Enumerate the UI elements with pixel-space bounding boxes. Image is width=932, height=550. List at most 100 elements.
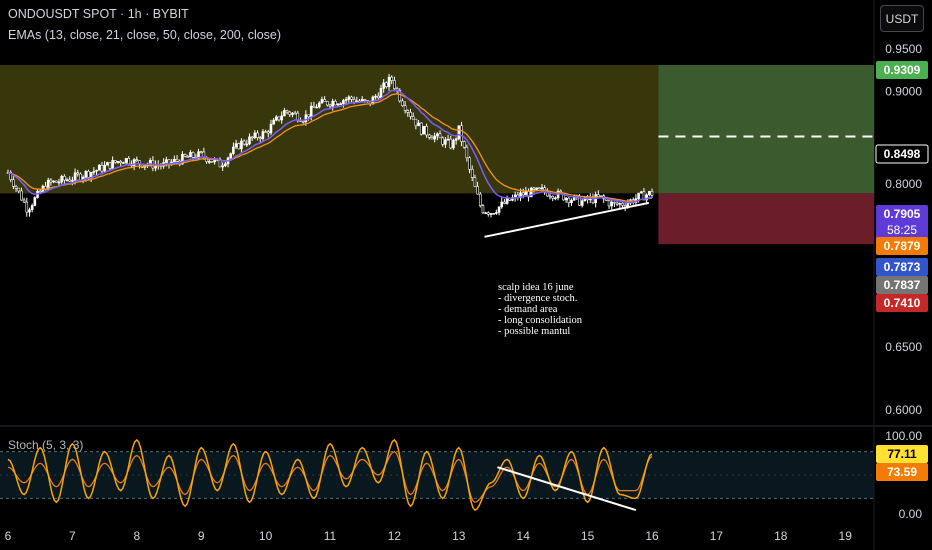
candle-body <box>411 116 415 120</box>
stoch-band <box>0 451 874 499</box>
price-label-box <box>876 237 928 255</box>
candle-body <box>452 139 455 149</box>
candle-body <box>535 187 538 190</box>
candle-body <box>52 180 55 183</box>
countdown-label: 58:25 <box>887 223 917 237</box>
candle-body <box>438 133 442 139</box>
candle-body <box>570 199 573 204</box>
candle-body <box>326 101 329 106</box>
candle-body <box>521 192 525 196</box>
candle-body <box>331 100 334 107</box>
candle-body <box>242 140 246 145</box>
candle-body <box>406 110 410 113</box>
candle-body <box>336 103 340 106</box>
candle-body <box>648 191 651 196</box>
candle-body <box>76 172 80 175</box>
candle-body <box>132 159 136 167</box>
candle-body <box>580 200 584 206</box>
candle-body <box>79 173 82 181</box>
candle-body <box>436 133 439 137</box>
candle-body <box>111 160 114 169</box>
candle-body <box>116 161 120 163</box>
candle-body <box>14 185 18 189</box>
candle-body <box>232 146 235 154</box>
candle-body <box>84 171 88 178</box>
candle-body <box>323 99 326 102</box>
candle-body <box>186 156 190 158</box>
candle-body <box>328 104 332 107</box>
candle-body <box>398 90 402 102</box>
note-line: - demand area <box>498 304 558 315</box>
candle-body <box>28 209 31 213</box>
candle-body <box>89 172 93 178</box>
indicator-legend: EMAs (13, close, 21, close, 50, close, 2… <box>8 28 282 42</box>
candle-body <box>283 110 286 117</box>
currency-button[interactable]: USDT <box>880 5 924 32</box>
candle-body <box>390 76 394 81</box>
x-tick-label: 17 <box>710 529 724 543</box>
x-tick-label: 6 <box>5 529 12 543</box>
candle-body <box>320 99 324 104</box>
candle-body <box>425 125 428 136</box>
candle-body <box>229 153 233 159</box>
stoch-k-line <box>7 438 653 512</box>
candle-body <box>449 138 453 149</box>
stoch-label-box <box>876 445 928 463</box>
candle-body <box>181 154 184 165</box>
price-label-box <box>875 144 929 164</box>
candle-body <box>441 137 445 145</box>
candle-body <box>454 138 458 141</box>
candle-body <box>444 139 447 145</box>
candle-body <box>473 177 477 187</box>
x-tick-label: 11 <box>324 529 337 543</box>
candle-body <box>462 141 466 148</box>
candle-body <box>387 76 391 87</box>
candle-body <box>334 100 337 106</box>
candle-body <box>615 202 619 205</box>
candle-body <box>248 136 251 145</box>
price-label-box <box>876 294 928 312</box>
candle-body <box>173 158 176 163</box>
candle-body <box>382 82 385 89</box>
candle-body <box>551 195 555 199</box>
candle-body <box>189 152 192 158</box>
candle-body <box>312 105 316 108</box>
x-tick-label: 14 <box>517 529 531 543</box>
note-line: - long consolidation <box>498 315 582 326</box>
note-line: - divergence stoch. <box>498 293 578 304</box>
price-label-box <box>876 276 928 294</box>
candle-body <box>350 96 353 100</box>
candle-body <box>478 193 482 207</box>
x-tick-label: 18 <box>774 529 788 543</box>
candle-body <box>253 132 257 138</box>
candle-body <box>183 154 187 157</box>
target-zone <box>658 64 874 194</box>
candle-body <box>60 175 63 183</box>
candle-body <box>65 179 69 182</box>
ema-13-line <box>7 89 653 204</box>
candle-body <box>256 132 259 138</box>
candle-body <box>119 161 122 164</box>
candle-body <box>135 159 139 161</box>
candle-body <box>505 197 509 204</box>
candle-body <box>264 131 267 133</box>
candle-body <box>100 164 104 172</box>
candle-body <box>46 179 50 190</box>
candle-body <box>288 111 292 115</box>
candle-body <box>540 187 544 190</box>
candle-body <box>597 194 600 197</box>
price-label: 0.7873 <box>884 260 921 274</box>
candle-body <box>344 99 348 101</box>
candle-body <box>277 116 281 121</box>
candle-body <box>446 138 450 141</box>
candle-body <box>175 158 179 162</box>
candle-body <box>191 152 195 158</box>
candle-body <box>470 169 474 178</box>
candle-body <box>495 212 498 214</box>
price-label: 0.8498 <box>884 147 921 161</box>
price-label-box <box>876 258 928 276</box>
candle-body <box>30 205 34 211</box>
stoch-value-label: 77.11 <box>887 447 917 461</box>
candle-body <box>537 187 541 190</box>
